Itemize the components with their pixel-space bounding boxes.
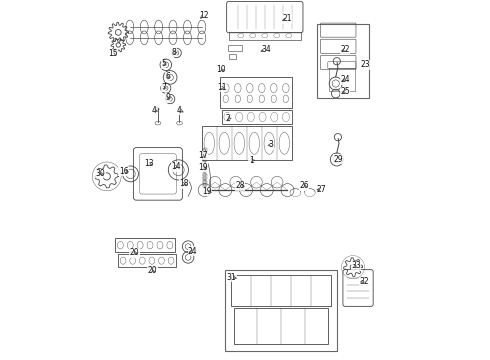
Bar (229, 54, 236, 59)
Bar (203, 176, 206, 180)
Text: 7: 7 (161, 83, 166, 92)
Text: 5: 5 (161, 59, 166, 68)
Text: 21: 21 (282, 14, 292, 23)
Text: 24: 24 (188, 247, 197, 256)
Text: 1: 1 (249, 156, 253, 165)
Bar (203, 149, 206, 152)
Text: 23: 23 (361, 60, 370, 69)
Bar (203, 153, 206, 156)
Text: 26: 26 (299, 181, 309, 190)
Text: 19: 19 (198, 163, 208, 172)
Text: 16: 16 (119, 166, 128, 175)
Text: 4: 4 (177, 106, 182, 114)
Bar (202, 165, 207, 170)
Bar (202, 156, 207, 161)
Bar (203, 172, 206, 176)
Bar (203, 184, 206, 188)
Text: 25: 25 (340, 87, 350, 96)
Bar (203, 180, 206, 184)
Text: 10: 10 (216, 65, 226, 74)
Bar (202, 181, 207, 186)
Bar (234, 308, 328, 344)
Text: 24: 24 (340, 76, 350, 85)
Text: 3: 3 (269, 140, 273, 149)
Text: 22: 22 (341, 45, 350, 54)
Text: 20: 20 (147, 266, 157, 275)
Text: 18: 18 (179, 180, 189, 189)
Bar (220, 77, 292, 108)
Text: 32: 32 (359, 277, 368, 286)
Bar (202, 126, 292, 160)
Bar (317, 24, 369, 98)
Bar (156, 108, 159, 110)
Bar (229, 32, 301, 40)
Bar (221, 110, 292, 124)
Text: 28: 28 (235, 181, 245, 190)
Bar (203, 188, 206, 192)
Bar (118, 254, 176, 267)
Text: 17: 17 (197, 151, 207, 160)
Text: 8: 8 (172, 48, 176, 57)
Bar (203, 165, 206, 168)
Text: 30: 30 (96, 169, 105, 178)
Bar (202, 174, 207, 179)
Bar (203, 157, 206, 160)
Bar (228, 45, 243, 51)
Bar (202, 148, 207, 153)
Text: 6: 6 (165, 72, 170, 81)
Text: 29: 29 (334, 154, 343, 163)
Bar (203, 192, 206, 195)
Text: 12: 12 (199, 10, 208, 19)
Bar (116, 238, 175, 252)
Bar (203, 169, 206, 172)
Text: 13: 13 (144, 159, 154, 168)
Bar (178, 108, 181, 110)
Text: 20: 20 (130, 248, 139, 257)
Text: 2: 2 (226, 113, 230, 122)
Text: 31: 31 (227, 273, 237, 282)
Bar (231, 275, 331, 306)
Text: 34: 34 (261, 45, 271, 54)
Bar (328, 68, 355, 90)
Text: 15: 15 (108, 49, 118, 58)
Text: 33: 33 (351, 261, 361, 270)
Text: 14: 14 (171, 162, 181, 171)
Text: 11: 11 (217, 83, 226, 92)
Text: 9: 9 (165, 94, 170, 102)
Text: 27: 27 (317, 184, 326, 194)
Bar (203, 161, 206, 164)
Bar (225, 270, 337, 351)
Text: 4: 4 (152, 106, 157, 114)
Text: 19: 19 (202, 187, 212, 196)
